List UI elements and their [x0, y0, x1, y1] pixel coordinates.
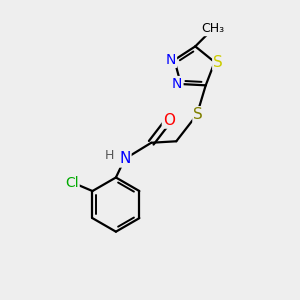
Text: S: S: [194, 107, 203, 122]
Text: N: N: [119, 152, 130, 166]
Text: S: S: [213, 55, 223, 70]
Text: CH₃: CH₃: [201, 22, 224, 35]
Text: N: N: [166, 53, 176, 67]
Text: O: O: [163, 112, 175, 128]
Text: N: N: [172, 77, 182, 91]
Text: H: H: [105, 149, 114, 162]
Text: Cl: Cl: [65, 176, 79, 190]
